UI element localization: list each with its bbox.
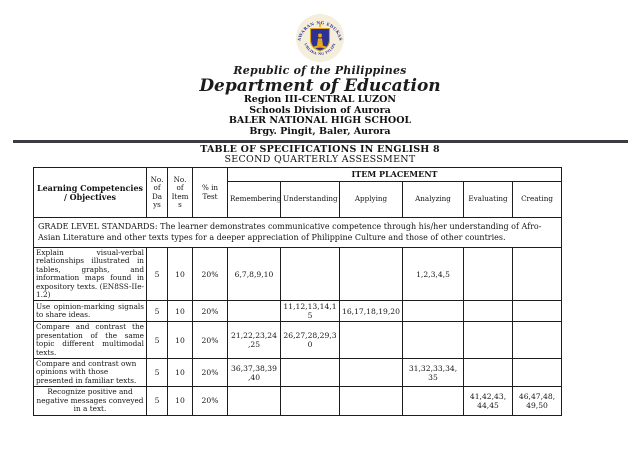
applying-cell — [339, 386, 403, 416]
percent-cell: 20% — [192, 246, 228, 302]
col-header-item-placement: ITEM PLACEMENT — [226, 167, 563, 182]
document-title: TABLE OF SPECIFICATIONS IN ENGLISH 8 — [200, 144, 440, 155]
percent-cell: 20% — [192, 386, 228, 416]
competency-row-1: Explain visual-verbal relationships illu… — [33, 246, 563, 302]
objective-cell: Explain visual-verbal relationships illu… — [33, 246, 147, 302]
col-header-creating: Creating — [511, 181, 563, 218]
department-name: Department of Education — [199, 76, 441, 96]
competency-row-2: Use opinion-marking signals to share ide… — [33, 300, 563, 323]
understanding-cell — [280, 246, 340, 302]
col-header-applying: Applying — [339, 181, 403, 218]
remembering-cell — [227, 386, 281, 416]
competency-row-3: Compare and contrast the presentation of… — [33, 321, 563, 360]
evaluating-cell — [463, 300, 513, 323]
letterhead-divider — [13, 140, 628, 143]
col-header-analyzing: Analyzing — [402, 181, 464, 218]
objective-cell: Compare and contrast own opinions with t… — [33, 358, 147, 388]
col-header-objectives: Learning Competencies / Objectives — [33, 167, 147, 218]
creating-cell: 46,47,48, 49,50 — [511, 386, 563, 416]
seal-figure-head — [318, 33, 322, 38]
deped-seal-icon: KAGAWARAN NG EDUKASYON REPUBLIKA NG PILI… — [295, 13, 344, 62]
evaluating-cell: 41,42,43, 44,45 — [463, 386, 513, 416]
letterhead: KAGAWARAN NG EDUKASYON REPUBLIKA NG PILI… — [0, 0, 640, 137]
competency-row-5: Recognize positive and negative messages… — [33, 386, 563, 416]
col-header-remembering: Remembering — [227, 181, 281, 218]
understanding-cell — [280, 358, 340, 388]
applying-cell — [339, 321, 403, 360]
applying-cell — [339, 358, 403, 388]
col-header-days: No. of Da ys — [146, 167, 168, 218]
republic-line: Republic of the Philippines — [233, 64, 407, 77]
evaluating-cell — [463, 321, 513, 360]
analyzing-cell: 1,2,3,4,5 — [402, 246, 464, 302]
analyzing-cell — [402, 300, 464, 323]
remembering-cell: 6,7,8,9,10 — [227, 246, 281, 302]
applying-cell: 16,17,18,19,20 — [339, 300, 403, 323]
days-cell: 5 — [146, 246, 168, 302]
header-row-top: Learning Competencies / Objectives No. o… — [33, 167, 563, 218]
understanding-cell — [280, 386, 340, 416]
document-subtitle: SECOND QUARTERLY ASSESSMENT — [224, 154, 416, 165]
items-cell: 10 — [167, 246, 193, 302]
region-line: Region III-CENTRAL LUZON — [243, 94, 397, 105]
school-name: BALER NATIONAL HIGH SCHOOL — [228, 115, 412, 126]
division-line: Schools Division of Aurora — [249, 104, 391, 116]
analyzing-cell: 31,32,33,34, 35 — [402, 358, 464, 388]
seal-flame-icon — [318, 22, 322, 28]
competency-row-4: Compare and contrast own opinions with t… — [33, 358, 563, 388]
remembering-cell: 36,37,38,39 ,40 — [227, 358, 281, 388]
remembering-cell — [227, 300, 281, 323]
creating-cell — [511, 358, 563, 388]
col-header-understanding: Understanding — [280, 181, 340, 218]
days-cell: 5 — [146, 300, 168, 323]
grade-level-standards-text: GRADE LEVEL STANDARDS: The learner demon… — [32, 217, 563, 248]
applying-cell — [339, 246, 403, 302]
items-cell: 10 — [167, 358, 193, 388]
objective-cell: Compare and contrast the presentation of… — [33, 321, 147, 360]
evaluating-cell — [463, 246, 513, 302]
items-cell: 10 — [167, 300, 193, 323]
creating-cell — [511, 246, 563, 302]
col-header-items: No. of Item s — [167, 167, 193, 218]
table-of-specifications: Learning Competencies / Objectives No. o… — [32, 167, 563, 416]
items-cell: 10 — [167, 386, 193, 416]
percent-cell: 20% — [192, 300, 228, 323]
school-address: Brgy. Pingit, Baler, Aurora — [249, 125, 391, 137]
percent-cell: 20% — [192, 321, 228, 360]
analyzing-cell — [402, 321, 464, 360]
col-header-percent: % in Test — [192, 167, 228, 218]
creating-cell — [511, 321, 563, 360]
days-cell: 5 — [146, 386, 168, 416]
items-cell: 10 — [167, 321, 193, 360]
understanding-cell: 26,27,28,29,3 0 — [280, 321, 340, 360]
seal-figure-body — [317, 38, 323, 46]
objective-cell: Recognize positive and negative messages… — [33, 386, 147, 416]
grade-level-standards-row: GRADE LEVEL STANDARDS: The learner demon… — [32, 217, 563, 248]
analyzing-cell — [402, 386, 464, 416]
evaluating-cell — [463, 358, 513, 388]
remembering-cell: 21,22,23,24 ,25 — [227, 321, 281, 360]
days-cell: 5 — [146, 358, 168, 388]
header-row-blooms: Remembering Understanding Applying Analy… — [34, 181, 563, 218]
percent-cell: 20% — [192, 358, 228, 388]
col-header-evaluating: Evaluating — [463, 181, 513, 218]
seal-open-book-icon — [314, 45, 326, 49]
creating-cell — [511, 300, 563, 323]
objective-cell: Use opinion-marking signals to share ide… — [33, 300, 147, 323]
understanding-cell: 11,12,13,14,1 5 — [280, 300, 340, 323]
days-cell: 5 — [146, 321, 168, 360]
